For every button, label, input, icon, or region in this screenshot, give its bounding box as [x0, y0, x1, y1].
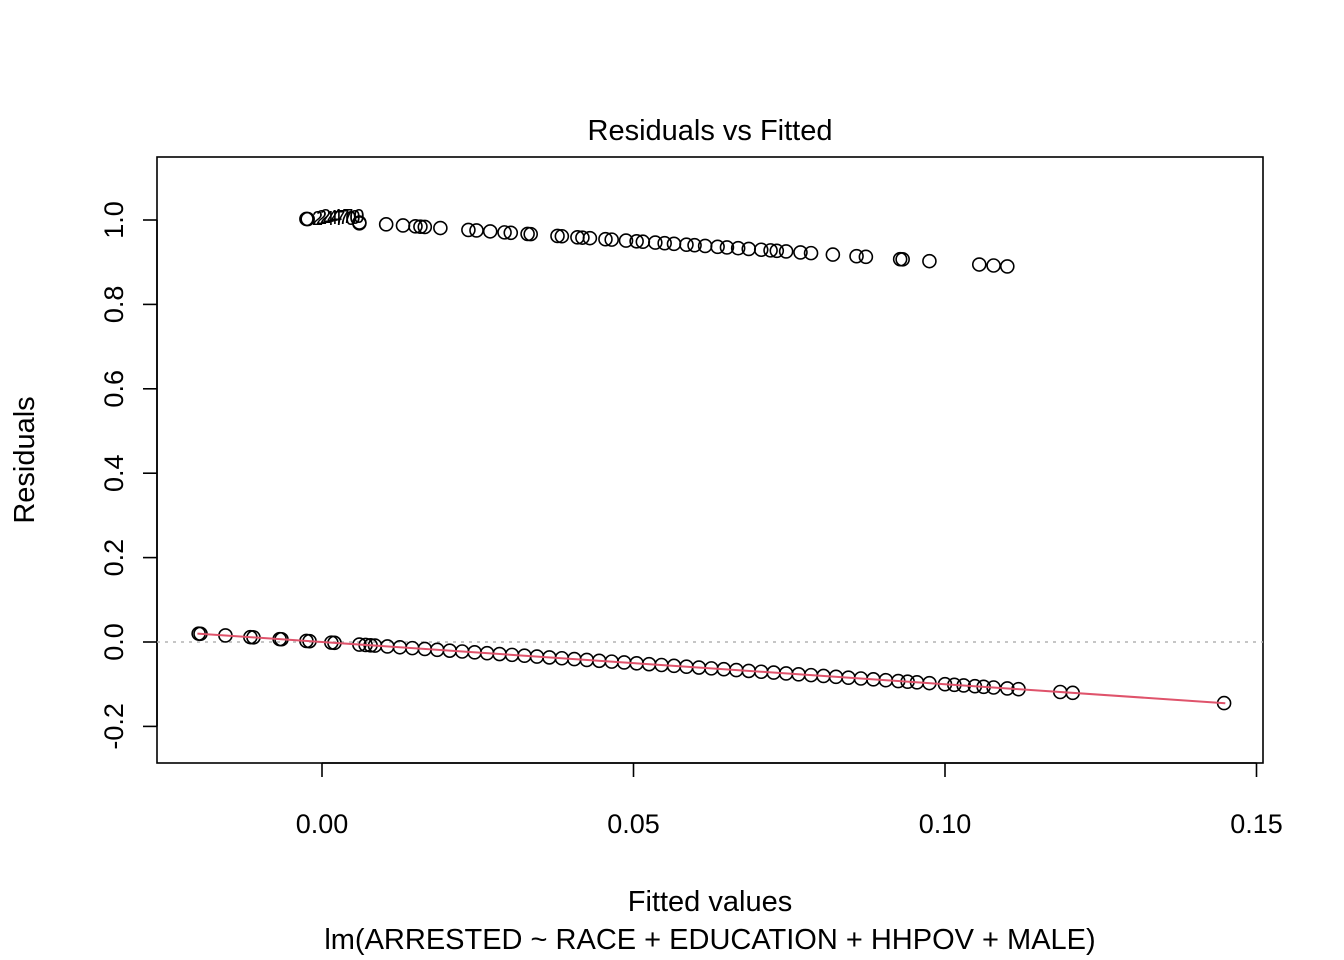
- data-point: [825, 247, 841, 262]
- data-point: [648, 235, 663, 250]
- data-point: [395, 218, 411, 233]
- data-point: [999, 259, 1015, 274]
- data-point: [598, 231, 613, 247]
- y-tick-label: 0.2: [99, 539, 129, 577]
- data-point: [520, 226, 535, 242]
- data-point: [763, 243, 778, 258]
- y-tick-label: 0.6: [99, 370, 129, 408]
- data-point: [629, 234, 644, 249]
- x-tick-label: 0.05: [607, 809, 660, 839]
- data-point: [575, 230, 590, 245]
- residual-points: [191, 211, 1232, 711]
- data-point: [433, 220, 448, 236]
- chart-title: Residuals vs Fitted: [588, 115, 833, 147]
- data-point: [849, 248, 864, 264]
- data-point: [858, 249, 874, 265]
- data-point: [710, 239, 725, 255]
- data-point: [417, 219, 433, 235]
- data-point: [793, 245, 808, 260]
- smoother-line: [197, 632, 1226, 705]
- data-point: [469, 223, 484, 238]
- y-axis: -0.2 0.0 0.2 0.4 0.6 0.8 1.0: [99, 201, 158, 750]
- data-point: [550, 228, 565, 244]
- data-point: [753, 242, 769, 258]
- data-point: [461, 222, 476, 238]
- y-tick-label: 0.8: [99, 286, 129, 324]
- point-id-label: 2470: [316, 207, 361, 229]
- point-id-label: 2470: [320, 206, 365, 228]
- data-point: [523, 226, 539, 242]
- y-tick-label: 0.0: [99, 623, 129, 661]
- data-point: [719, 240, 735, 255]
- data-point: [352, 216, 367, 231]
- y-tick-label: 0.4: [99, 454, 129, 492]
- y-tick-label: -0.2: [99, 703, 129, 750]
- smoother-line-group: [197, 632, 1226, 705]
- data-point: [378, 217, 394, 232]
- y-tick-label: 1.0: [99, 201, 129, 239]
- x-tick-label: 0.00: [296, 809, 349, 839]
- data-point: [554, 228, 570, 244]
- data-point: [300, 211, 315, 227]
- data-point: [895, 252, 910, 267]
- y-axis-label: Residuals: [9, 396, 41, 523]
- data-point: [778, 244, 794, 259]
- data-point: [408, 219, 423, 234]
- data-point: [922, 253, 937, 269]
- data-point: [769, 243, 785, 259]
- data-point: [657, 235, 672, 251]
- x-axis: 0.00 0.05 0.10 0.15: [296, 762, 1283, 839]
- data-point: [679, 237, 694, 252]
- data-point: [618, 233, 634, 248]
- data-point: [604, 232, 619, 247]
- point-id-label: 2470: [312, 208, 357, 230]
- data-point: [482, 224, 498, 239]
- x-tick-label: 0.10: [919, 809, 972, 839]
- x-axis-label: Fitted values: [628, 886, 792, 918]
- data-point: [730, 240, 746, 256]
- data-point: [986, 258, 1001, 273]
- data-point: [971, 257, 987, 272]
- data-point: [503, 225, 519, 241]
- data-point: [803, 245, 819, 261]
- data-point: [582, 230, 598, 246]
- x-tick-label: 0.15: [1230, 809, 1283, 839]
- data-point: [497, 225, 512, 240]
- data-point: [666, 236, 682, 252]
- data-point: [413, 219, 428, 234]
- model-formula-subtitle: lm(ARRESTED ~ RACE + EDUCATION + HHPOV +…: [324, 924, 1095, 956]
- data-point: [687, 237, 702, 253]
- plot-frame: [156, 156, 1264, 764]
